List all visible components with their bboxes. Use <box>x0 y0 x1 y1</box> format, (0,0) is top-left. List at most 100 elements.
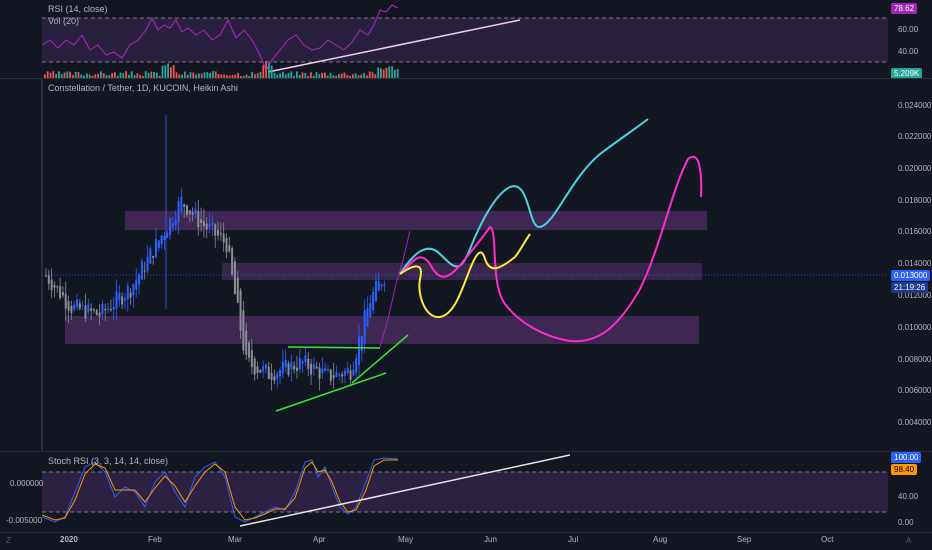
candle-body <box>310 363 313 375</box>
candle-body <box>284 359 287 368</box>
candle-body <box>338 374 341 376</box>
candle-body <box>231 248 234 275</box>
volume-value-tag: 5.209K <box>891 68 923 79</box>
candle-body <box>214 224 217 236</box>
candle-body <box>191 212 194 215</box>
candle-body <box>146 256 149 271</box>
volume-bar <box>270 65 273 78</box>
candle-body <box>366 307 369 327</box>
candle-body <box>380 284 383 287</box>
volume-bar <box>360 74 363 78</box>
time-tick-label: Feb <box>148 535 162 544</box>
volume-bar <box>374 74 377 78</box>
volume-bar <box>158 75 161 78</box>
pane-separator[interactable] <box>0 451 932 452</box>
candle-body <box>219 232 222 235</box>
volume-bar <box>91 75 94 78</box>
candle-body <box>228 245 231 252</box>
candle-body <box>169 218 172 236</box>
price-tick-label: 0.014000 <box>898 259 932 268</box>
volume-bar <box>228 75 231 78</box>
candle-body <box>349 370 352 380</box>
candle-body <box>321 368 324 374</box>
candle-body <box>233 261 236 295</box>
candle-body <box>363 310 366 344</box>
candle-body <box>135 279 138 290</box>
candle-body <box>132 284 135 296</box>
volume-bar <box>315 72 318 78</box>
auto-scale-button[interactable]: A <box>906 536 912 545</box>
volume-bar <box>388 66 391 78</box>
time-tick-label: Mar <box>228 535 242 544</box>
volume-bar <box>144 71 147 78</box>
candle-body <box>253 358 256 375</box>
timezone-button[interactable]: Z <box>6 536 11 545</box>
countdown-tag: 21:19:26 <box>891 282 929 293</box>
candle-body <box>327 369 329 371</box>
candle-body <box>307 358 310 369</box>
volume-bar <box>242 75 245 78</box>
volume-bar <box>209 72 211 78</box>
volume-bar <box>335 75 337 78</box>
volume-bar <box>170 67 172 78</box>
volume-title: Vol (20) <box>48 16 80 26</box>
price-tick-label: 0.012000 <box>898 291 932 300</box>
volume-bar <box>298 75 301 78</box>
volume-bar <box>340 73 343 78</box>
volume-bar <box>332 75 335 78</box>
candle-body <box>264 364 267 369</box>
rsi-value-tag: 78.62 <box>891 3 918 14</box>
volume-bar <box>234 74 237 78</box>
stoch-tick-0: 0.00 <box>898 518 914 527</box>
candle-body <box>301 360 304 364</box>
candle-body <box>377 281 380 292</box>
candle-body <box>107 308 110 310</box>
candle-body <box>160 235 163 245</box>
rsi-tick-40: 40.00 <box>898 47 919 56</box>
volume-bar <box>273 72 276 78</box>
volume-bar <box>108 75 111 78</box>
rsi-volume-pane: RSI (14, close) Vol (20) 60.00 40.00 78.… <box>0 0 932 79</box>
candle-body <box>76 299 79 308</box>
candle-body <box>225 237 228 253</box>
volume-bar <box>394 69 396 78</box>
volume-bar <box>46 71 49 78</box>
time-tick-label: Sep <box>737 535 752 544</box>
volume-bar <box>254 74 256 78</box>
volume-bar <box>312 75 315 78</box>
volume-bar <box>354 73 357 78</box>
pane-separator[interactable] <box>0 78 932 79</box>
symbol-title[interactable]: Constellation / Tether, 1D, KUCOIN, Heik… <box>48 83 238 93</box>
volume-bar <box>237 72 239 78</box>
candle-body <box>197 211 200 228</box>
pane-separator <box>0 532 932 533</box>
rsi-tick-60: 60.00 <box>898 25 919 34</box>
supply-zone-middle <box>222 263 702 280</box>
volume-bar <box>80 74 83 78</box>
volume-bar <box>77 71 80 78</box>
candle-body <box>90 308 93 311</box>
volume-bar <box>94 74 97 78</box>
volume-bar <box>279 73 281 78</box>
triangle-resistance-line <box>287 346 381 349</box>
main-price-pane[interactable]: Constellation / Tether, 1D, KUCOIN, Heik… <box>0 79 932 451</box>
candle-body <box>222 233 225 243</box>
volume-bar <box>268 63 270 78</box>
price-tick-label: 0.004000 <box>898 418 932 427</box>
candle-body <box>81 305 84 307</box>
time-tick-label: 2020 <box>60 535 78 544</box>
volume-bar <box>83 75 85 78</box>
candle-body <box>248 342 251 358</box>
volume-bar <box>128 74 130 78</box>
price-tick-label: 0.022000 <box>898 132 932 141</box>
volume-bar <box>240 75 242 78</box>
candle-body <box>276 373 279 379</box>
candle-body <box>298 357 301 370</box>
volume-bar <box>86 73 88 78</box>
volume-bar <box>58 71 60 78</box>
volume-bar <box>122 73 125 78</box>
candle-body <box>177 201 180 223</box>
candle-body <box>138 274 141 285</box>
candle-body <box>217 229 220 236</box>
volume-bar <box>377 67 379 78</box>
